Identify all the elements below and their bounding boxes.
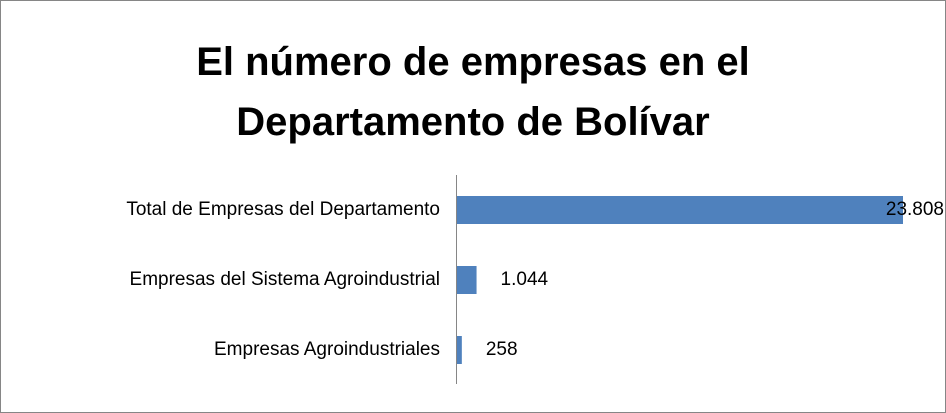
chart-title: El número de empresas en el Departamento… bbox=[196, 40, 750, 144]
category-label: Total de Empresas del Departamento bbox=[126, 199, 440, 220]
value-label: 23.808 bbox=[886, 199, 944, 220]
bar bbox=[457, 336, 462, 364]
bar bbox=[457, 196, 903, 224]
category-label: Empresas Agroindustriales bbox=[214, 339, 440, 360]
value-label: 1.044 bbox=[501, 269, 549, 290]
value-label: 258 bbox=[486, 339, 518, 360]
bar bbox=[457, 266, 477, 294]
category-label: Empresas del Sistema Agroindustrial bbox=[130, 269, 440, 290]
